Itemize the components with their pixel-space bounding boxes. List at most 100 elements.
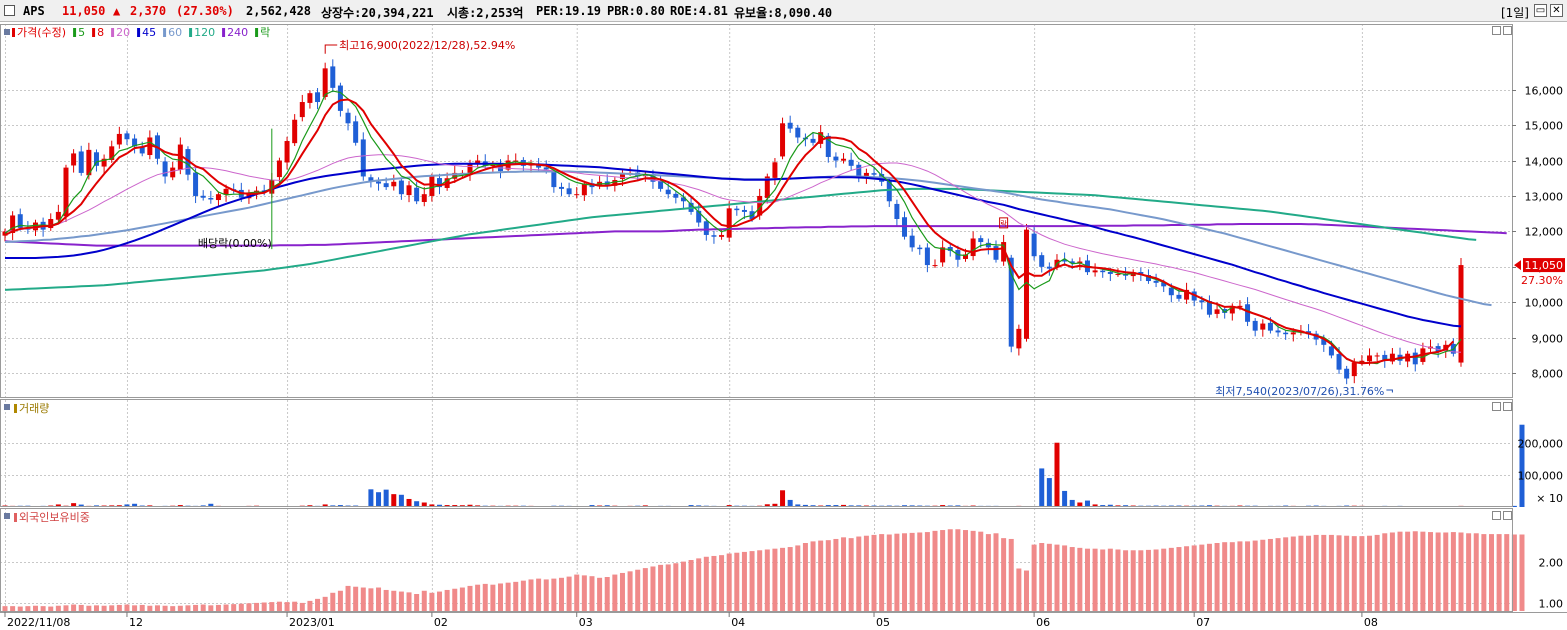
- candle-body: [871, 173, 877, 175]
- foreign-ownership-bar: [886, 534, 892, 611]
- candle-body: [223, 188, 229, 195]
- foreign-ownership-bar: [276, 601, 282, 611]
- candle-body: [741, 209, 747, 212]
- foreign-ownership-bar: [1062, 545, 1068, 611]
- candle-body: [1237, 305, 1243, 308]
- foreign-ownership-bar: [437, 591, 443, 611]
- candle-body: [421, 194, 427, 202]
- select-checkbox[interactable]: [4, 5, 15, 16]
- legend-swatch: [189, 28, 193, 37]
- foreign-ownership-bar: [223, 604, 229, 611]
- price-tick-label: 16,000: [1525, 85, 1564, 98]
- candle-body: [93, 152, 99, 166]
- volume-multiplier: × 10: [1536, 492, 1563, 505]
- candle-body: [1100, 270, 1106, 273]
- candle-body: [1367, 355, 1373, 362]
- foreign-ownership-bar: [1283, 537, 1289, 611]
- period-selector[interactable]: [1일]: [1500, 6, 1529, 20]
- candle-body: [246, 192, 252, 199]
- candle-body: [162, 161, 168, 177]
- foreign-ownership-bar: [63, 605, 69, 611]
- volume-panel-close-button[interactable]: [1503, 402, 1512, 411]
- panel-close-button[interactable]: [1503, 26, 1512, 35]
- panel-frame: [0, 24, 1513, 398]
- candle-body: [665, 189, 671, 195]
- reserve-ratio: 유보율:8,090.40: [734, 6, 833, 20]
- foreign-ownership-bar: [132, 605, 138, 611]
- price-tick-label: 8,000: [1532, 368, 1564, 381]
- legend-label: 20: [116, 26, 130, 39]
- candle-body: [337, 85, 343, 111]
- foreign-title-swatch: [14, 513, 17, 522]
- candle-body: [818, 132, 824, 144]
- candle-body: [719, 234, 725, 237]
- candle-body: [429, 176, 435, 196]
- candle-body: [78, 151, 84, 173]
- volume-panel-minimize-button[interactable]: [1492, 402, 1501, 411]
- legend-label: 5: [78, 26, 85, 39]
- legend-label: 120: [194, 26, 215, 39]
- candle-body: [497, 163, 503, 172]
- foreign-ownership-bar: [1473, 533, 1479, 611]
- foreign-ownership-bar: [1420, 531, 1426, 611]
- foreign-ownership-bar: [254, 602, 260, 611]
- high-pointer: [324, 44, 338, 54]
- candle-body: [414, 187, 420, 202]
- foreign-panel-minimize-button[interactable]: [1492, 511, 1501, 520]
- foreign-ownership-bar: [78, 604, 84, 611]
- x-tick-label: 12: [129, 616, 143, 629]
- candle-body: [360, 139, 366, 177]
- candle-body: [985, 242, 991, 248]
- candle-body: [1031, 233, 1037, 257]
- foreign-ownership-bar: [1168, 547, 1174, 611]
- candle-body: [17, 214, 23, 228]
- foreign-ownership-bar: [1359, 536, 1365, 611]
- foreign-ownership-bar: [261, 602, 267, 611]
- foreign-ownership-bar: [1184, 546, 1190, 611]
- foreign-ownership-bar: [421, 590, 427, 611]
- foreign-ownership-bar: [1138, 550, 1144, 611]
- foreign-ownership-bar: [299, 602, 305, 611]
- foreign-ownership-bar: [1275, 538, 1281, 611]
- candle-body: [1046, 266, 1052, 269]
- ma240-line: [4, 223, 1507, 247]
- foreign-ownership-bar: [406, 592, 412, 611]
- panel-minimize-button[interactable]: [1492, 26, 1501, 35]
- foreign-ownership-bar: [376, 587, 382, 611]
- candle-body: [48, 219, 54, 229]
- ma8-line: [4, 98, 1455, 365]
- foreign-ownership-bar: [1115, 549, 1121, 611]
- candle-body: [574, 194, 580, 196]
- candle-body: [124, 133, 130, 140]
- legend-swatch: [137, 28, 141, 37]
- candle-body: [924, 247, 930, 266]
- volume-bar: [467, 504, 473, 507]
- foreign-panel-title: 외국인보유비중: [19, 511, 90, 524]
- close-icon[interactable]: ✕: [1550, 4, 1563, 17]
- foreign-ownership-bar: [467, 585, 473, 611]
- foreign-ownership-bar: [513, 581, 519, 611]
- foreign-ownership-bar: [124, 604, 130, 611]
- foreign-ownership-bar: [246, 603, 252, 611]
- foreign-ownership-bar: [963, 530, 969, 611]
- restore-icon[interactable]: ▭: [1534, 4, 1547, 17]
- volume-bar: [1519, 424, 1525, 507]
- x-tick-label: 2023/01: [289, 616, 335, 629]
- foreign-ownership-bar: [1450, 532, 1456, 611]
- candle-body: [299, 102, 305, 118]
- legend-swatch: [111, 28, 115, 37]
- candle-body: [1290, 332, 1296, 335]
- candle-body: [711, 235, 717, 237]
- volume-panel-handle: [4, 404, 10, 410]
- price-tick-label: 9,000: [1532, 333, 1564, 346]
- candle-body: [1260, 323, 1266, 330]
- candle-body: [917, 247, 923, 250]
- candle-body: [307, 93, 313, 103]
- foreign-ownership-bar: [231, 604, 237, 611]
- foreign-ownership-bar: [1054, 544, 1060, 611]
- foreign-ownership-bar: [688, 560, 694, 611]
- foreign-panel-close-button[interactable]: [1503, 511, 1512, 520]
- foreign-ownership-bar: [604, 577, 610, 611]
- foreign-ownership-bar: [993, 533, 999, 611]
